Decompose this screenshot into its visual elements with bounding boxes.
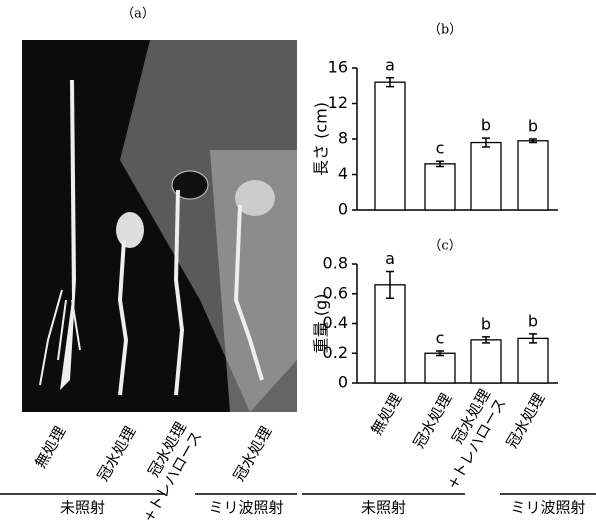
bar xyxy=(517,140,549,211)
significance-letter: c xyxy=(436,139,445,158)
bar xyxy=(374,81,406,211)
y-tick-label: 4 xyxy=(338,164,348,183)
y-tick-label: 0 xyxy=(338,200,348,219)
y-tick-label: 0.4 xyxy=(323,313,348,332)
lane-label: 冠水処理 xyxy=(230,423,276,484)
chart-title: （c） xyxy=(428,239,461,254)
significance-letter: b xyxy=(528,311,538,330)
bar xyxy=(470,339,502,384)
error-bar xyxy=(386,77,394,88)
y-axis-label: 長さ (cm) xyxy=(312,102,331,176)
significance-letter: c xyxy=(436,329,445,348)
bar xyxy=(470,141,502,211)
y-tick-label: 0 xyxy=(338,373,348,392)
chart-title: （b） xyxy=(428,23,462,38)
bar xyxy=(424,352,456,384)
bar xyxy=(517,337,549,384)
y-tick-label: 0.6 xyxy=(323,283,348,302)
x-tick-label: 冠水処理 xyxy=(410,390,456,451)
group-label: 未照射 xyxy=(361,499,406,517)
group-label: ミリ波照射 xyxy=(208,499,283,517)
y-axis-label: 重量 (g) xyxy=(312,294,331,354)
group-label: 未照射 xyxy=(60,499,105,517)
bar xyxy=(374,284,406,384)
significance-letter: b xyxy=(481,314,491,333)
error-bar xyxy=(529,138,537,144)
group-label: ミリ波照射 xyxy=(510,499,585,517)
significance-letter: a xyxy=(385,249,395,268)
significance-letter: b xyxy=(481,116,491,135)
error-bar xyxy=(529,333,537,344)
bar xyxy=(424,163,456,211)
panel-label: （a） xyxy=(121,7,155,22)
error-bar xyxy=(482,137,490,148)
lane-label: 無処理 xyxy=(31,423,69,471)
y-tick-label: 8 xyxy=(338,129,348,148)
error-bar xyxy=(386,270,394,299)
x-tick-label: 冠水処理 xyxy=(503,390,549,451)
error-bar xyxy=(436,160,444,168)
y-tick-label: 12 xyxy=(328,93,348,112)
significance-letter: a xyxy=(385,55,395,74)
y-tick-label: 0.8 xyxy=(323,254,348,273)
significance-letter: b xyxy=(528,117,538,136)
x-tick-label: 無処理 xyxy=(367,390,405,438)
y-tick-label: 16 xyxy=(328,58,348,77)
y-tick-label: 0.2 xyxy=(323,343,348,362)
error-bar xyxy=(482,336,490,344)
lane-label: 冠水処理 xyxy=(94,423,140,484)
photo: （a） xyxy=(22,7,297,412)
error-bar xyxy=(436,350,444,357)
